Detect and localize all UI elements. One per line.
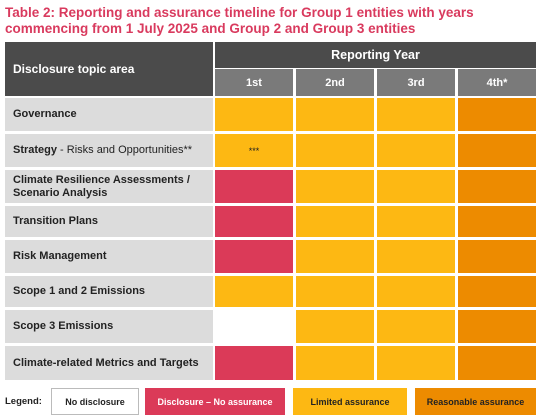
row-label: Strategy - Risks and Opportunities** <box>5 134 213 167</box>
row-label-text: Strategy <box>13 144 58 156</box>
cell-yellow <box>296 206 374 237</box>
cell-orange <box>458 276 536 307</box>
row-label-text: Transition Plans <box>13 215 98 227</box>
cell-yellow <box>215 98 293 131</box>
header-topic: Disclosure topic area <box>5 42 213 96</box>
cell-yellow <box>296 276 374 307</box>
row-label-sub: - Risks and Opportunities** <box>60 144 193 156</box>
cell-orange <box>458 134 536 167</box>
cell-yellow <box>377 134 455 167</box>
cell-yellow: *** <box>215 134 293 167</box>
cell-orange <box>458 240 536 273</box>
cell-yellow <box>296 310 374 343</box>
cell-yellow <box>296 346 374 380</box>
cell-yellow <box>377 98 455 131</box>
cell-orange <box>458 98 536 131</box>
header-year-3: 3rd <box>377 69 455 96</box>
header-year-2: 2nd <box>296 69 374 96</box>
legend-item-red: Disclosure – No assurance <box>145 388 285 415</box>
row-label: Transition Plans <box>5 206 213 237</box>
row-label-text: Risk Management <box>13 250 107 262</box>
row-label-text: Scope 1 and 2 Emissions <box>13 285 146 297</box>
cell-orange <box>458 206 536 237</box>
row-label: Climate Resilience Assessments / Scenari… <box>5 170 213 203</box>
cell-yellow <box>296 98 374 131</box>
row-label-text: Scope 3 Emissions <box>13 320 114 332</box>
legend-title: Legend: <box>5 396 42 407</box>
assurance-timeline-table: Disclosure topic area Reporting Year 1st… <box>5 42 536 380</box>
cell-orange <box>458 170 536 203</box>
table-title: Table 2: Reporting and assurance timelin… <box>5 5 474 36</box>
cell-yellow <box>377 276 455 307</box>
row-label: Climate-related Metrics and Targets <box>5 346 213 380</box>
row-label-text: Climate-related Metrics and Targets <box>13 356 199 369</box>
cell-yellow <box>377 240 455 273</box>
row-label: Scope 3 Emissions <box>5 310 213 343</box>
row-label: Scope 1 and 2 Emissions <box>5 276 213 307</box>
row-label-text: Climate Resilience Assessments / Scenari… <box>13 173 190 199</box>
cell-yellow <box>215 276 293 307</box>
row-label: Governance <box>5 98 213 131</box>
cell-orange <box>458 346 536 380</box>
cell-yellow <box>296 240 374 273</box>
header-year-1: 1st <box>215 69 293 96</box>
cell-orange <box>458 310 536 343</box>
cell-yellow <box>377 206 455 237</box>
header-year-4: 4th* <box>458 69 536 96</box>
legend: Legend: No disclosure Disclosure – No ass… <box>5 388 536 415</box>
cell-red <box>215 346 293 380</box>
cell-yellow <box>377 170 455 203</box>
row-label: Risk Management <box>5 240 213 273</box>
legend-item-none: No disclosure <box>51 388 139 415</box>
header-reporting-year: Reporting Year <box>215 42 536 68</box>
legend-item-yellow: Limited assurance <box>293 388 407 415</box>
cell-red <box>215 170 293 203</box>
cell-yellow <box>296 170 374 203</box>
cell-yellow <box>377 346 455 380</box>
cell-yellow <box>296 134 374 167</box>
cell-red <box>215 206 293 237</box>
row-label-text: Governance <box>13 108 77 120</box>
legend-item-orange: Reasonable assurance <box>415 388 536 415</box>
cell-red <box>215 240 293 273</box>
cell-none <box>215 310 293 343</box>
cell-yellow <box>377 310 455 343</box>
